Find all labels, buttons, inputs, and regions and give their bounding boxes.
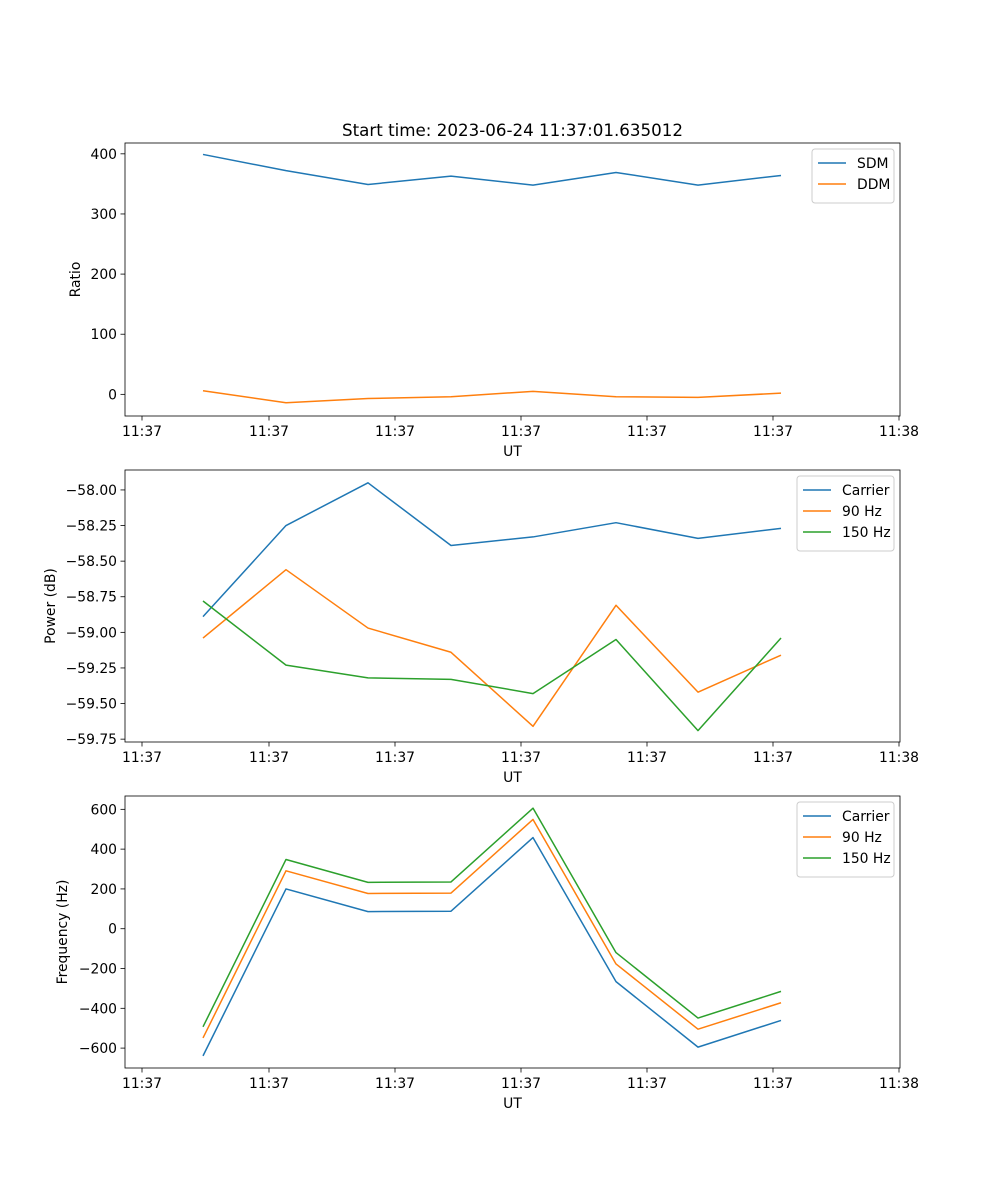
legend-label: DDM bbox=[857, 177, 890, 193]
series-line-150-hz bbox=[202, 600, 782, 732]
y-tick-label: −58.75 bbox=[66, 590, 117, 606]
x-tick-label: 11:37 bbox=[375, 424, 415, 440]
y-tick-label: −59.00 bbox=[66, 625, 117, 641]
x-tick-label: 11:37 bbox=[501, 750, 541, 766]
y-tick-label: −200 bbox=[79, 962, 117, 978]
x-axis-label: UT bbox=[503, 444, 522, 460]
panel-1: Start time: 2023-06-24 11:37:01.635012 11… bbox=[68, 120, 919, 460]
x-tick-label: 11:37 bbox=[249, 750, 289, 766]
legend-label: Carrier bbox=[842, 809, 890, 825]
legend: Carrier 90 Hz 150 Hz bbox=[796, 475, 895, 552]
y-tick-label: 0 bbox=[108, 922, 117, 938]
series-line-sdm bbox=[202, 153, 782, 186]
legend-label: SDM bbox=[857, 156, 889, 172]
y-tick-label: 600 bbox=[90, 802, 117, 818]
y-axis-label: Power (dB) bbox=[43, 568, 59, 644]
legend-label: 150 Hz bbox=[842, 525, 891, 541]
x-tick-label: 11:37 bbox=[375, 750, 415, 766]
y-tick-label: −58.50 bbox=[66, 554, 117, 570]
y-tick-label: 200 bbox=[90, 882, 117, 898]
y-tick-label: −59.50 bbox=[66, 697, 117, 713]
series-line-90-hz bbox=[202, 568, 782, 728]
legend-label: 90 Hz bbox=[842, 830, 882, 846]
x-tick-label: 11:37 bbox=[501, 1076, 541, 1092]
series-line-carrier bbox=[202, 836, 782, 1057]
chart-title: Start time: 2023-06-24 11:37:01.635012 bbox=[342, 120, 683, 140]
y-tick-label: 300 bbox=[90, 207, 117, 223]
y-tick-label: −59.25 bbox=[66, 661, 117, 677]
x-tick-label: 11:37 bbox=[627, 750, 667, 766]
x-axis-label: UT bbox=[503, 770, 522, 786]
y-tick-label: 100 bbox=[90, 327, 117, 343]
y-tick-label: −400 bbox=[79, 1001, 117, 1017]
axes-frame bbox=[124, 795, 901, 1069]
x-tick-label: 11:37 bbox=[753, 750, 793, 766]
x-tick-label: 11:38 bbox=[879, 750, 919, 766]
y-axis-label: Frequency (Hz) bbox=[55, 880, 71, 985]
x-tick-label: 11:37 bbox=[375, 1076, 415, 1092]
legend: SDM DDM bbox=[811, 148, 895, 204]
legend-label: Carrier bbox=[842, 483, 890, 499]
legend-label: 90 Hz bbox=[842, 504, 882, 520]
x-tick-label: 11:37 bbox=[122, 424, 162, 440]
axes-frame bbox=[124, 469, 901, 743]
x-tick-label: 11:37 bbox=[501, 424, 541, 440]
legend-label: 150 Hz bbox=[842, 851, 891, 867]
x-tick-label: 11:37 bbox=[627, 1076, 667, 1092]
y-tick-label: −600 bbox=[79, 1041, 117, 1057]
panel-3: 11:37 11:37 11:37 11:37 11:37 11:37 11:38 −600 −… bbox=[55, 795, 919, 1112]
y-axis-label: Ratio bbox=[68, 262, 84, 298]
x-tick-label: 11:37 bbox=[753, 1076, 793, 1092]
x-tick-label: 11:38 bbox=[879, 1076, 919, 1092]
x-tick-label: 11:37 bbox=[753, 424, 793, 440]
y-tick-label: −59.75 bbox=[66, 732, 117, 748]
series-line-carrier bbox=[202, 482, 782, 618]
legend: Carrier 90 Hz 150 Hz bbox=[796, 801, 895, 878]
series-line-ddm bbox=[202, 389, 782, 404]
y-tick-label: 400 bbox=[90, 147, 117, 163]
axes-frame bbox=[124, 142, 901, 417]
y-tick-label: 400 bbox=[90, 842, 117, 858]
x-tick-label: 11:37 bbox=[249, 424, 289, 440]
y-tick-label: 0 bbox=[108, 387, 117, 403]
x-tick-label: 11:38 bbox=[879, 424, 919, 440]
y-tick-label: −58.00 bbox=[66, 483, 117, 499]
x-tick-label: 11:37 bbox=[122, 1076, 162, 1092]
series-line-90-hz bbox=[202, 818, 782, 1039]
x-axis-label: UT bbox=[503, 1096, 522, 1112]
x-tick-label: 11:37 bbox=[122, 750, 162, 766]
y-tick-label: 200 bbox=[90, 267, 117, 283]
panel-2: 11:37 11:37 11:37 11:37 11:37 11:37 11:38 −59.7… bbox=[43, 469, 919, 786]
series-line-150-hz bbox=[202, 807, 782, 1028]
x-tick-label: 11:37 bbox=[627, 424, 667, 440]
y-tick-label: −58.25 bbox=[66, 519, 117, 535]
x-tick-label: 11:37 bbox=[249, 1076, 289, 1092]
